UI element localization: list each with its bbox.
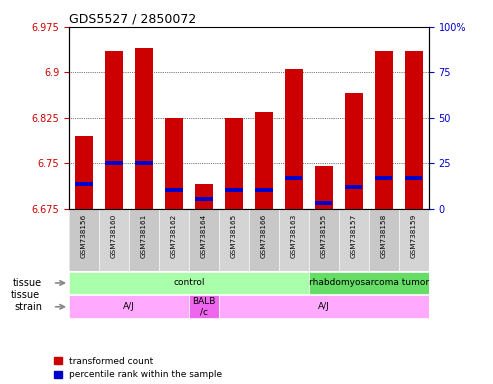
Text: GSM738155: GSM738155	[321, 214, 327, 258]
Text: tissue: tissue	[13, 278, 42, 288]
Text: GSM738163: GSM738163	[291, 214, 297, 258]
Text: rhabdomyosarcoma tumor: rhabdomyosarcoma tumor	[309, 278, 429, 288]
Bar	[316, 200, 332, 205]
Bar	[309, 209, 339, 271]
Bar	[129, 209, 159, 271]
Bar	[69, 209, 99, 271]
Bar	[165, 118, 183, 209]
Text: GSM738158: GSM738158	[381, 214, 387, 258]
Bar	[189, 295, 219, 318]
Bar	[159, 209, 189, 271]
Bar	[219, 209, 249, 271]
Bar	[279, 209, 309, 271]
Bar	[99, 209, 129, 271]
Bar	[369, 209, 399, 271]
Bar	[405, 176, 423, 180]
Bar	[69, 271, 309, 295]
Bar	[75, 182, 93, 186]
Text: GSM738159: GSM738159	[411, 214, 417, 258]
Text: GSM738161: GSM738161	[141, 214, 147, 258]
Text: tissue: tissue	[11, 290, 40, 300]
Text: GSM738156: GSM738156	[81, 214, 87, 258]
Bar	[375, 176, 392, 180]
Text: strain: strain	[14, 302, 42, 312]
Bar	[255, 112, 273, 209]
Text: GDS5527 / 2850072: GDS5527 / 2850072	[69, 13, 196, 26]
Bar	[339, 209, 369, 271]
Bar	[285, 69, 303, 209]
Bar	[136, 161, 152, 165]
Bar	[189, 209, 219, 271]
Bar	[249, 209, 279, 271]
Bar	[69, 295, 189, 318]
Bar	[405, 51, 423, 209]
Text: GSM738166: GSM738166	[261, 214, 267, 258]
Text: control: control	[173, 278, 205, 288]
Bar	[399, 209, 429, 271]
Text: GSM738157: GSM738157	[351, 214, 357, 258]
Bar	[106, 161, 123, 165]
Text: A/J: A/J	[123, 302, 135, 311]
Bar	[195, 184, 213, 209]
Bar	[75, 136, 93, 209]
Bar	[105, 51, 123, 209]
Text: GSM738165: GSM738165	[231, 214, 237, 258]
Bar	[225, 118, 243, 209]
Bar	[309, 271, 429, 295]
Bar	[285, 176, 303, 180]
Bar	[255, 189, 273, 192]
Bar	[135, 48, 153, 209]
Bar	[166, 189, 182, 192]
Legend: transformed count, percentile rank within the sample: transformed count, percentile rank withi…	[54, 357, 222, 379]
Text: A/J: A/J	[318, 302, 330, 311]
Text: GSM738164: GSM738164	[201, 214, 207, 258]
Text: GSM738162: GSM738162	[171, 214, 177, 258]
Bar	[345, 93, 363, 209]
Bar	[225, 189, 243, 192]
Bar	[219, 295, 429, 318]
Bar	[346, 185, 362, 189]
Bar	[375, 51, 393, 209]
Text: GSM738160: GSM738160	[111, 214, 117, 258]
Text: BALB
/c: BALB /c	[192, 297, 215, 316]
Bar	[315, 166, 333, 209]
Bar	[195, 197, 212, 202]
